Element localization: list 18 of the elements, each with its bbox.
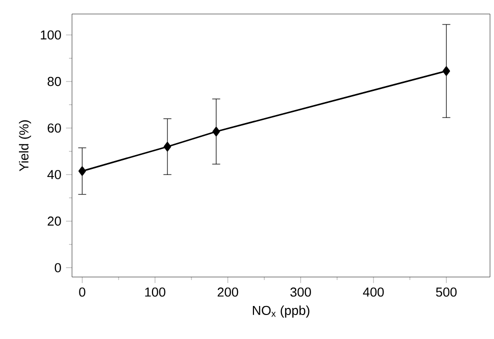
point	[212, 126, 220, 136]
x-tick-label: 500	[436, 288, 457, 297]
y-tick-label: 0	[54, 263, 61, 272]
y-tick-label: 20	[48, 216, 61, 226]
y-axis-title: Yield (%)	[18, 120, 32, 172]
y-tick-label: 100	[40, 30, 61, 40]
x-axis-title: NO$_{x}$ (ppb)	[252, 306, 310, 318]
point	[164, 142, 172, 152]
x-tick-label: 300	[290, 288, 311, 297]
point	[442, 66, 450, 76]
x-tick-label: 400	[362, 288, 384, 297]
point	[78, 166, 86, 176]
y-tick-label: 80	[48, 76, 61, 86]
y-tick-label: 60	[48, 123, 61, 133]
x-tick-label: 0	[79, 288, 86, 297]
x-tick-label: 100	[145, 288, 166, 297]
x-tick-label: 200	[218, 288, 238, 297]
y-tick-label: 40	[47, 170, 61, 180]
